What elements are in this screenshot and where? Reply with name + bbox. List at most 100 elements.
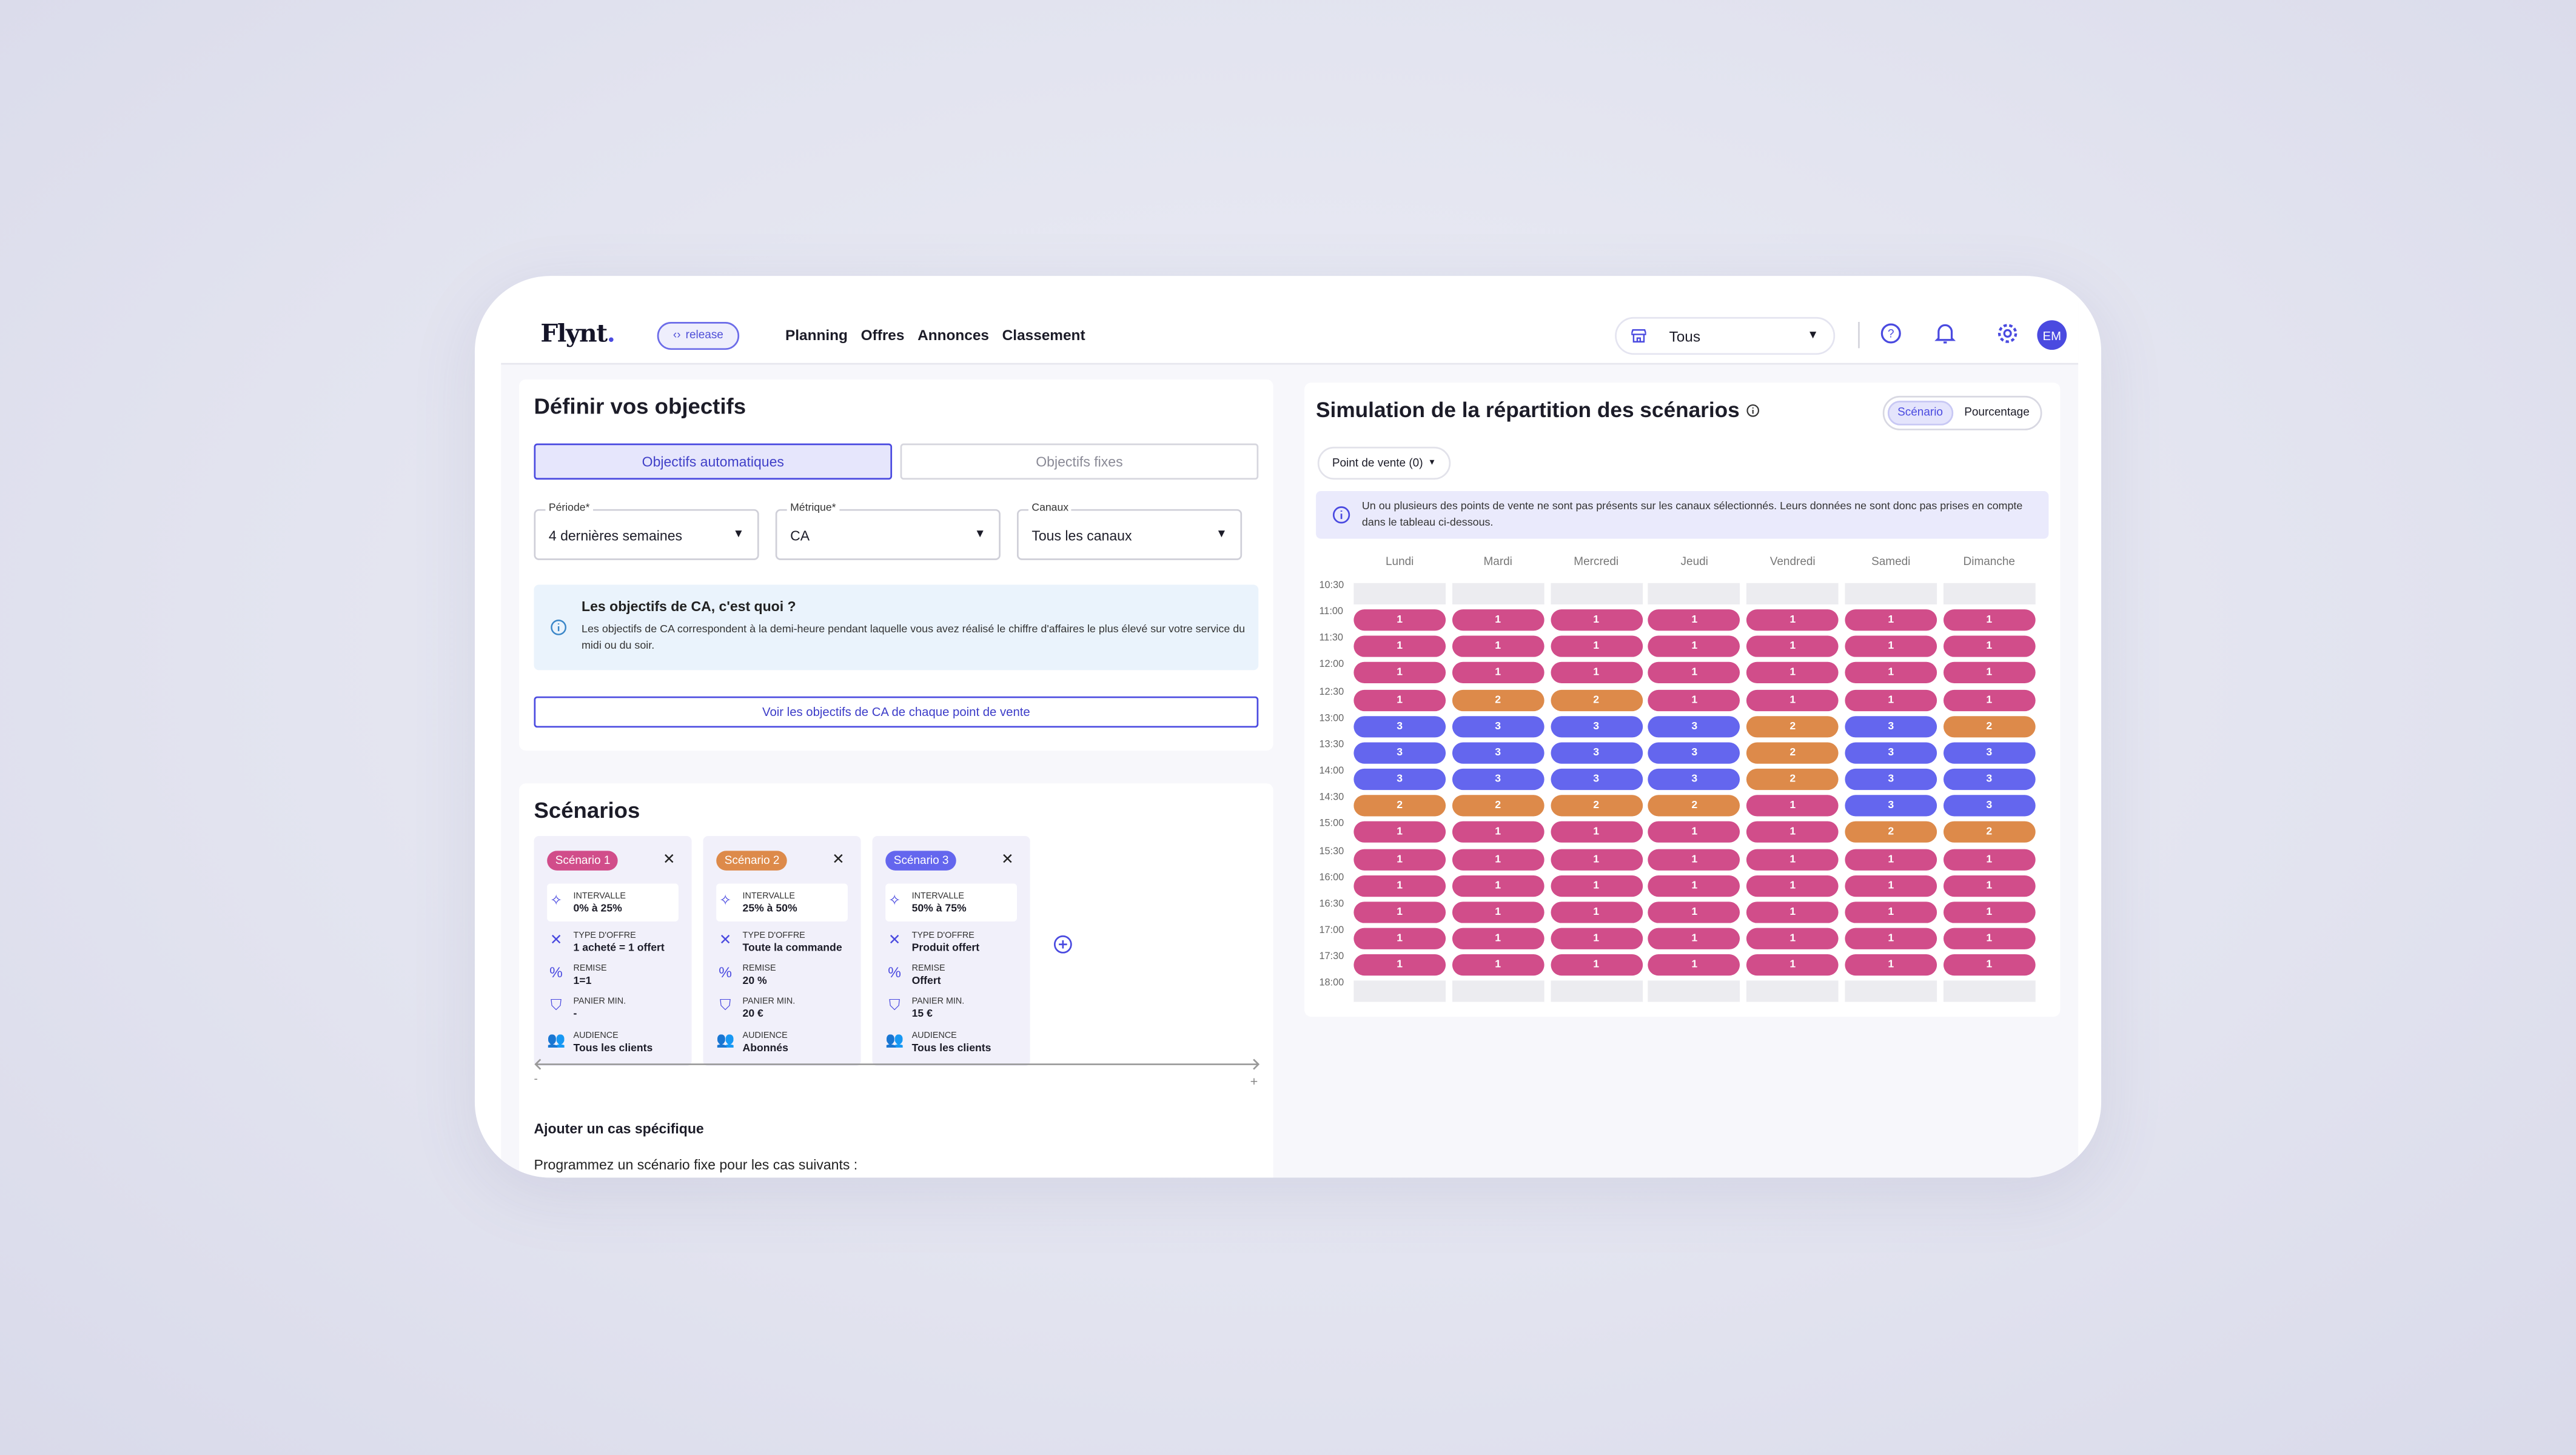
grid-cell-scenario-1[interactable]: 1: [1353, 901, 1446, 923]
grid-cell-scenario-1[interactable]: 1: [1746, 609, 1839, 631]
grid-cell-scenario-1[interactable]: 1: [1943, 954, 2036, 976]
toggle-scenario[interactable]: Scénario: [1887, 401, 1953, 426]
grid-cell-scenario-1[interactable]: 1: [1845, 689, 1937, 711]
grid-cell-scenario-3[interactable]: 3: [1943, 769, 2036, 791]
tab-objectifs-fixes[interactable]: Objectifs fixes: [900, 443, 1259, 480]
grid-cell-empty[interactable]: [1452, 583, 1545, 604]
grid-cell-scenario-1[interactable]: 1: [1943, 875, 2036, 897]
grid-cell-scenario-1[interactable]: 1: [1746, 875, 1839, 897]
grid-cell-empty[interactable]: [1746, 981, 1839, 1003]
bell-icon[interactable]: [1934, 322, 1957, 345]
grid-cell-scenario-2[interactable]: 2: [1452, 795, 1545, 817]
grid-cell-scenario-1[interactable]: 1: [1353, 928, 1446, 949]
toggle-pourcentage[interactable]: Pourcentage: [1964, 407, 2030, 419]
grid-cell-scenario-1[interactable]: 1: [1648, 636, 1741, 658]
close-icon[interactable]: ✕: [832, 851, 845, 868]
scenario-card[interactable]: Scénario 3 ✕ ✧ INTERVALLE 50% à 75% ✕ TY…: [872, 835, 1030, 1066]
scenario-card[interactable]: Scénario 2 ✕ ✧ INTERVALLE 25% à 50% ✕ TY…: [703, 835, 861, 1066]
release-badge[interactable]: ‹› release: [657, 321, 740, 350]
grid-cell-scenario-1[interactable]: 1: [1648, 901, 1741, 923]
grid-cell-scenario-1[interactable]: 1: [1746, 821, 1839, 843]
grid-cell-scenario-1[interactable]: 1: [1452, 954, 1545, 976]
grid-cell-scenario-3[interactable]: 3: [1845, 715, 1937, 737]
grid-cell-scenario-1[interactable]: 1: [1943, 928, 2036, 949]
add-scenario-icon[interactable]: [1053, 935, 1073, 955]
grid-cell-scenario-1[interactable]: 1: [1845, 901, 1937, 923]
grid-cell-scenario-1[interactable]: 1: [1550, 954, 1643, 976]
view-objectives-button[interactable]: Voir les objectifs de CA de chaque point…: [534, 696, 1259, 728]
grid-cell-empty[interactable]: [1353, 583, 1446, 604]
grid-cell-scenario-2[interactable]: 2: [1746, 769, 1839, 791]
grid-cell-scenario-3[interactable]: 3: [1452, 742, 1545, 764]
grid-cell-scenario-1[interactable]: 1: [1648, 609, 1741, 631]
grid-cell-scenario-1[interactable]: 1: [1845, 609, 1937, 631]
grid-cell-scenario-1[interactable]: 1: [1550, 636, 1643, 658]
grid-cell-scenario-1[interactable]: 1: [1353, 954, 1446, 976]
grid-cell-scenario-1[interactable]: 1: [1943, 901, 2036, 923]
grid-cell-scenario-3[interactable]: 3: [1648, 715, 1741, 737]
grid-cell-scenario-1[interactable]: 1: [1353, 821, 1446, 843]
grid-cell-scenario-3[interactable]: 3: [1452, 769, 1545, 791]
grid-cell-scenario-2[interactable]: 2: [1550, 689, 1643, 711]
help-icon[interactable]: ?: [1879, 322, 1902, 345]
grid-cell-scenario-1[interactable]: 1: [1550, 875, 1643, 897]
grid-cell-scenario-1[interactable]: 1: [1550, 928, 1643, 949]
grid-cell-empty[interactable]: [1452, 981, 1545, 1003]
grid-cell-scenario-1[interactable]: 1: [1550, 848, 1643, 870]
grid-cell-scenario-1[interactable]: 1: [1452, 821, 1545, 843]
grid-cell-scenario-1[interactable]: 1: [1452, 848, 1545, 870]
grid-cell-scenario-3[interactable]: 3: [1452, 715, 1545, 737]
grid-cell-scenario-3[interactable]: 3: [1845, 795, 1937, 817]
grid-cell-scenario-1[interactable]: 1: [1648, 848, 1741, 870]
grid-cell-scenario-1[interactable]: 1: [1943, 848, 2036, 870]
grid-cell-empty[interactable]: [1845, 583, 1937, 604]
grid-cell-scenario-1[interactable]: 1: [1353, 848, 1446, 870]
grid-cell-scenario-1[interactable]: 1: [1845, 848, 1937, 870]
grid-cell-scenario-2[interactable]: 2: [1943, 821, 2036, 843]
grid-cell-empty[interactable]: [1943, 981, 2036, 1003]
grid-cell-scenario-1[interactable]: 1: [1648, 689, 1741, 711]
grid-cell-scenario-3[interactable]: 3: [1353, 742, 1446, 764]
grid-cell-scenario-1[interactable]: 1: [1746, 901, 1839, 923]
grid-cell-scenario-1[interactable]: 1: [1845, 636, 1937, 658]
grid-cell-scenario-1[interactable]: 1: [1452, 875, 1545, 897]
grid-cell-scenario-2[interactable]: 2: [1943, 715, 2036, 737]
periode-select[interactable]: Période* 4 dernières semaines ▼: [534, 503, 759, 560]
grid-cell-empty[interactable]: [1550, 981, 1643, 1003]
grid-cell-scenario-1[interactable]: 1: [1648, 928, 1741, 949]
grid-cell-scenario-1[interactable]: 1: [1746, 636, 1839, 658]
grid-cell-scenario-1[interactable]: 1: [1648, 821, 1741, 843]
grid-cell-scenario-3[interactable]: 3: [1550, 742, 1643, 764]
grid-cell-scenario-1[interactable]: 1: [1452, 662, 1545, 684]
grid-cell-scenario-1[interactable]: 1: [1746, 954, 1839, 976]
grid-cell-scenario-2[interactable]: 2: [1746, 715, 1839, 737]
grid-cell-scenario-1[interactable]: 1: [1845, 954, 1937, 976]
grid-cell-scenario-1[interactable]: 1: [1943, 689, 2036, 711]
grid-cell-scenario-1[interactable]: 1: [1353, 875, 1446, 897]
grid-cell-scenario-1[interactable]: 1: [1845, 928, 1937, 949]
grid-cell-scenario-1[interactable]: 1: [1353, 662, 1446, 684]
grid-cell-empty[interactable]: [1943, 583, 2036, 604]
grid-cell-scenario-1[interactable]: 1: [1746, 928, 1839, 949]
grid-cell-scenario-2[interactable]: 2: [1550, 795, 1643, 817]
canaux-select[interactable]: Canaux Tous les canaux ▼: [1016, 503, 1243, 560]
grid-cell-scenario-2[interactable]: 2: [1452, 689, 1545, 711]
info-icon[interactable]: [1746, 403, 1760, 416]
grid-cell-scenario-3[interactable]: 3: [1943, 742, 2036, 764]
scenario-card[interactable]: Scénario 1 ✕ ✧ INTERVALLE 0% à 25% ✕ TYP…: [534, 835, 692, 1066]
nav-annonces[interactable]: Annonces: [917, 327, 990, 344]
grid-cell-empty[interactable]: [1550, 583, 1643, 604]
grid-cell-scenario-1[interactable]: 1: [1943, 609, 2036, 631]
grid-cell-scenario-1[interactable]: 1: [1943, 636, 2036, 658]
grid-cell-scenario-3[interactable]: 3: [1353, 769, 1446, 791]
nav-planning[interactable]: Planning: [785, 327, 848, 344]
grid-cell-scenario-1[interactable]: 1: [1845, 875, 1937, 897]
grid-cell-scenario-1[interactable]: 1: [1648, 662, 1741, 684]
grid-cell-scenario-2[interactable]: 2: [1648, 795, 1741, 817]
grid-cell-empty[interactable]: [1353, 981, 1446, 1003]
grid-cell-scenario-1[interactable]: 1: [1452, 901, 1545, 923]
grid-cell-scenario-1[interactable]: 1: [1648, 954, 1741, 976]
grid-cell-scenario-1[interactable]: 1: [1746, 848, 1839, 870]
grid-cell-scenario-3[interactable]: 3: [1845, 769, 1937, 791]
grid-cell-scenario-3[interactable]: 3: [1943, 795, 2036, 817]
